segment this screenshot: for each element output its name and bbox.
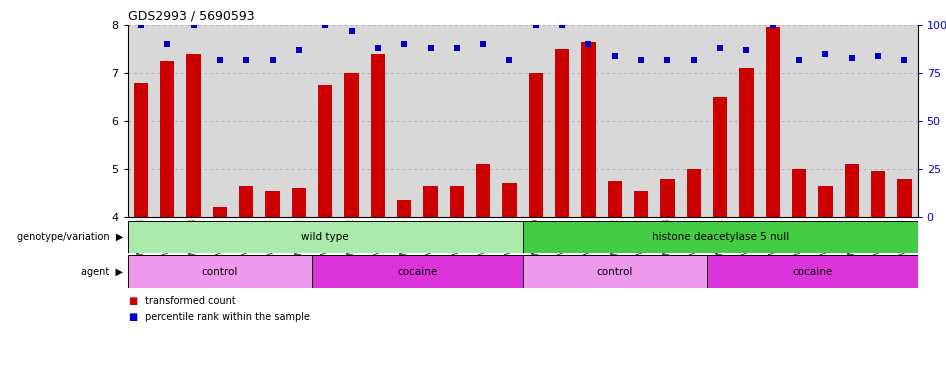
Text: control: control (597, 266, 633, 277)
Bar (133, 83, 149, 217)
Point (634, 56, 649, 63)
Bar (765, 27, 780, 217)
Bar (739, 68, 754, 217)
Point (238, 56, 254, 63)
Point (528, 22, 543, 28)
Point (554, 22, 569, 28)
Point (423, 45, 438, 51)
Point (160, 41, 175, 47)
Bar (265, 190, 280, 217)
Point (844, 55, 859, 61)
Bar (713, 97, 727, 217)
Point (765, 22, 780, 28)
Bar (312, 255, 522, 288)
Bar (607, 181, 622, 217)
Point (660, 56, 675, 63)
Bar (522, 255, 707, 288)
Bar (160, 61, 174, 217)
Bar (660, 179, 674, 217)
Point (318, 22, 333, 28)
Bar (371, 54, 385, 217)
Point (818, 51, 833, 57)
Bar (449, 186, 464, 217)
Text: percentile rank within the sample: percentile rank within the sample (145, 312, 309, 322)
Point (792, 56, 807, 63)
Text: GDS2993 / 5690593: GDS2993 / 5690593 (128, 9, 254, 22)
Bar (522, 221, 918, 253)
Point (581, 41, 596, 47)
Text: agent  ▶: agent ▶ (81, 266, 123, 277)
Point (476, 41, 491, 47)
Point (897, 56, 912, 63)
Bar (707, 255, 918, 288)
Text: wild type: wild type (302, 232, 349, 242)
Point (265, 56, 280, 63)
Bar (818, 186, 832, 217)
Text: ■: ■ (128, 312, 137, 322)
Bar (128, 221, 522, 253)
Point (186, 22, 201, 28)
Bar (871, 171, 885, 217)
Point (291, 47, 307, 53)
Point (739, 47, 754, 53)
Text: cocaine: cocaine (792, 266, 832, 277)
Bar (502, 184, 517, 217)
Text: control: control (201, 266, 238, 277)
Bar (344, 73, 359, 217)
Bar (476, 164, 490, 217)
Text: transformed count: transformed count (145, 296, 236, 306)
Bar (291, 188, 307, 217)
Bar (792, 169, 806, 217)
Point (370, 45, 385, 51)
Point (502, 56, 517, 63)
Bar (687, 169, 701, 217)
Text: cocaine: cocaine (397, 266, 437, 277)
Point (396, 41, 412, 47)
Text: histone deacetylase 5 null: histone deacetylase 5 null (652, 232, 789, 242)
Bar (897, 179, 912, 217)
Bar (239, 186, 254, 217)
Bar (529, 73, 543, 217)
Text: ■: ■ (128, 296, 137, 306)
Bar (318, 85, 332, 217)
Text: genotype/variation  ▶: genotype/variation ▶ (17, 232, 123, 242)
Point (449, 45, 464, 51)
Point (344, 28, 359, 34)
Bar (128, 255, 312, 288)
Bar (423, 186, 438, 217)
Bar (581, 42, 596, 217)
Point (133, 22, 149, 28)
Bar (845, 164, 859, 217)
Bar (186, 54, 201, 217)
Bar (397, 200, 412, 217)
Point (607, 53, 622, 59)
Point (212, 56, 227, 63)
Point (686, 56, 701, 63)
Bar (555, 49, 569, 217)
Bar (213, 207, 227, 217)
Point (870, 53, 885, 59)
Bar (634, 190, 648, 217)
Point (712, 45, 727, 51)
